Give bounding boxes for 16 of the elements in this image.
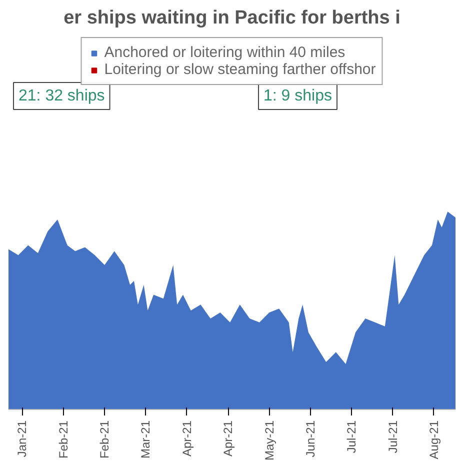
x-tick-label: Jun-21 — [303, 420, 318, 458]
legend-label: Anchored or loitering within 40 miles — [104, 44, 346, 61]
text: 1: 9 ships — [264, 88, 332, 104]
chart-title: er ships waiting in Pacific for berths i — [64, 8, 400, 28]
x-tick-label: Jul-21 — [386, 420, 400, 454]
x-tick-label: Aug-21 — [426, 420, 441, 460]
x-tick-label: Mar-21 — [138, 420, 153, 459]
x-tick-label: May-21 — [262, 420, 276, 461]
x-tick-label: Feb-21 — [56, 420, 70, 459]
x-tick-label: Apr-21 — [221, 420, 236, 457]
x-tick-label: Jul-21 — [344, 420, 359, 454]
x-tick-label: Apr-21 — [180, 420, 194, 457]
legend-label: Loitering or slow steaming farther offshor — [104, 61, 376, 78]
x-tick-label: Jan-21 — [15, 420, 30, 458]
x-tick-label: Feb-21 — [98, 420, 112, 459]
text: 21: 32 ships — [18, 88, 105, 104]
